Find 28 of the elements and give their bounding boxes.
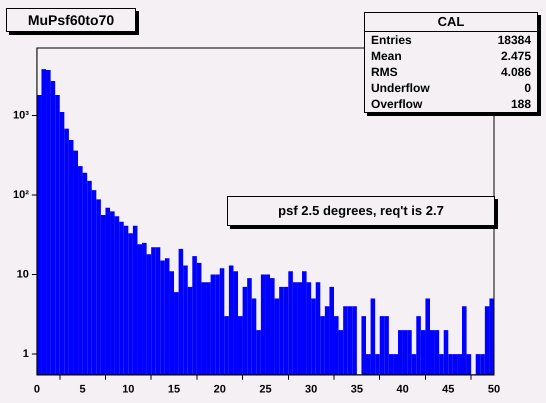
text: Entries <box>371 32 412 48</box>
y-tick-label: 10² <box>12 188 30 201</box>
y-tick-label: 10³ <box>12 109 30 122</box>
x-tick-label: 45 <box>442 383 454 396</box>
annotation: RMS <box>371 64 398 80</box>
text-box: psf 2.5 degrees, req't is 2.7 <box>227 196 495 226</box>
x-tick-label: 20 <box>214 383 226 396</box>
x-tick-label: 25 <box>259 383 272 396</box>
x-tick-label: 0 <box>34 383 40 396</box>
x-tick-label: 40 <box>396 383 409 396</box>
text: 4.086 <box>500 64 531 80</box>
y-tick-label: 10 <box>16 268 29 281</box>
text: 2.475 <box>500 48 531 64</box>
annotation: Overflow <box>371 96 422 112</box>
chart-title: MuPsf60to70 <box>6 8 136 32</box>
x-tick-label: 5 <box>80 383 86 396</box>
text: 188 <box>510 96 531 112</box>
annotation: Underflow <box>371 80 430 96</box>
text: 18384 <box>498 32 531 48</box>
x-tick-label: 15 <box>168 383 180 396</box>
x-tick-label: 30 <box>305 383 318 396</box>
text: 0 <box>524 80 531 96</box>
x-tick-label: 35 <box>350 383 363 396</box>
y-tick-label: 1 <box>22 348 29 360</box>
x-tick-label: 50 <box>488 383 500 396</box>
annotation: Mean <box>371 48 402 64</box>
text: CAL <box>365 13 537 32</box>
x-tick-label: 10 <box>122 383 134 396</box>
